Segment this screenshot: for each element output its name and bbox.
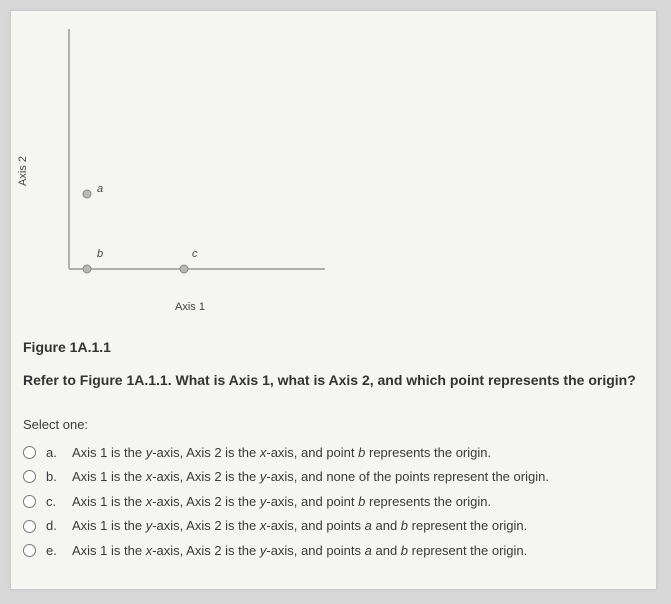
point-label-a: a — [97, 183, 103, 195]
select-one-label: Select one: — [23, 417, 638, 432]
option-radio[interactable] — [23, 544, 36, 557]
option-row: e. Axis 1 is the x-axis, Axis 2 is the y-… — [23, 542, 638, 560]
option-text: Axis 1 is the y-axis, Axis 2 is the x-ax… — [72, 517, 527, 535]
point-a — [83, 190, 91, 198]
point-b — [83, 265, 91, 273]
option-text: Axis 1 is the x-axis, Axis 2 is the y-ax… — [72, 542, 527, 560]
chart-plot: a b c — [51, 27, 329, 287]
option-radio[interactable] — [23, 446, 36, 459]
option-letter: b. — [46, 468, 62, 486]
option-row: b. Axis 1 is the x-axis, Axis 2 is the y-… — [23, 468, 638, 486]
question-card: Axis 2 a b c Axis 1 Figure 1A.1.1 Refer to… — [10, 10, 657, 590]
options-list: a. Axis 1 is the y-axis, Axis 2 is the x-… — [23, 444, 638, 560]
option-radio[interactable] — [23, 495, 36, 508]
option-text: Axis 1 is the x-axis, Axis 2 is the y-ax… — [72, 468, 549, 486]
option-text: Axis 1 is the x-axis, Axis 2 is the y-ax… — [72, 493, 491, 511]
figure-chart: Axis 2 abc Axis 1 — [23, 21, 333, 321]
option-radio[interactable] — [23, 470, 36, 483]
option-radio[interactable] — [23, 520, 36, 533]
point-c — [180, 265, 188, 273]
option-row: c. Axis 1 is the x-axis, Axis 2 is the y-… — [23, 493, 638, 511]
option-letter: a. — [46, 444, 62, 462]
option-letter: e. — [46, 542, 62, 560]
y-axis-label: Axis 2 — [17, 156, 29, 186]
option-letter: d. — [46, 517, 62, 535]
x-axis-label: Axis 1 — [51, 301, 329, 313]
point-label-b: b — [97, 248, 103, 260]
question-text: Refer to Figure 1A.1.1. What is Axis 1, … — [23, 371, 638, 391]
option-row: a. Axis 1 is the y-axis, Axis 2 is the x-… — [23, 444, 638, 462]
option-letter: c. — [46, 493, 62, 511]
option-text: Axis 1 is the y-axis, Axis 2 is the x-ax… — [72, 444, 491, 462]
point-label-c: c — [192, 248, 198, 260]
figure-caption: Figure 1A.1.1 — [23, 339, 638, 355]
option-row: d. Axis 1 is the y-axis, Axis 2 is the x-… — [23, 517, 638, 535]
